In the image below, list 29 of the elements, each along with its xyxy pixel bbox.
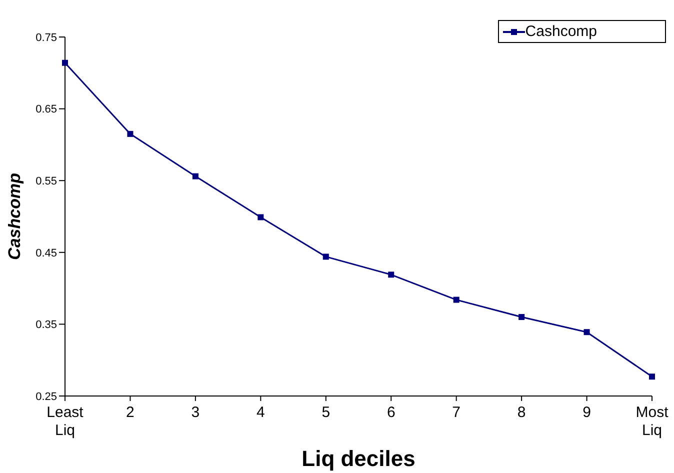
point <box>518 314 525 320</box>
point <box>192 173 198 180</box>
y-tick-label: 0.75 <box>36 32 57 44</box>
point <box>453 296 460 303</box>
x-tick-label: Most Liq <box>636 404 670 439</box>
x-tick-label: 2 <box>126 404 134 421</box>
y-axis-title: Cashcomp <box>5 173 24 260</box>
x-tick-label: 9 <box>582 404 591 421</box>
y-tick-label: 0.65 <box>36 104 57 116</box>
x-tick-label: 6 <box>386 404 396 421</box>
x-tick-label: Least Liq <box>46 404 84 439</box>
point <box>388 272 394 278</box>
point <box>322 254 329 260</box>
point <box>584 329 590 336</box>
y-tick-label: 0.25 <box>36 390 57 403</box>
x-tick-label: 3 <box>191 404 200 421</box>
y-tick-label: 0.35 <box>36 319 57 332</box>
x-tick-label: 5 <box>322 404 330 421</box>
point <box>127 130 134 137</box>
point <box>649 374 655 380</box>
y-tick-label: 0.45 <box>36 247 57 260</box>
point <box>258 214 264 220</box>
x-tick-label: 8 <box>517 404 526 421</box>
legend-label: Cashcomp <box>525 23 597 40</box>
x-axis-title: Liq deciles <box>302 446 416 471</box>
x-tick-label: 4 <box>256 404 265 421</box>
point <box>62 60 68 66</box>
y-tick-label: 0.55 <box>36 176 57 188</box>
x-tick-label: 7 <box>452 404 461 421</box>
